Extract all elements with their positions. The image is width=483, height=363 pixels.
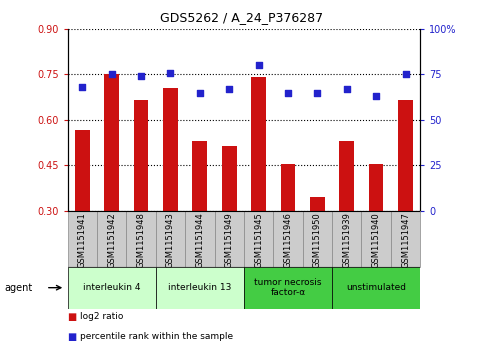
Text: log2 ratio: log2 ratio xyxy=(80,312,123,321)
Bar xyxy=(340,141,354,211)
Bar xyxy=(104,74,119,211)
Point xyxy=(402,72,410,77)
Bar xyxy=(163,88,178,211)
Point xyxy=(78,84,86,90)
Text: GSM1151950: GSM1151950 xyxy=(313,212,322,268)
Point xyxy=(226,86,233,92)
Point xyxy=(372,93,380,99)
Point xyxy=(343,86,351,92)
Point xyxy=(137,73,145,79)
Bar xyxy=(391,211,420,267)
Bar xyxy=(68,267,156,309)
Bar xyxy=(332,267,420,309)
Bar xyxy=(244,211,273,267)
Bar xyxy=(193,141,207,211)
Bar xyxy=(310,197,325,211)
Bar xyxy=(222,146,237,211)
Text: unstimulated: unstimulated xyxy=(346,283,406,292)
Bar xyxy=(156,211,185,267)
Text: GSM1151949: GSM1151949 xyxy=(225,212,234,268)
Point xyxy=(108,72,115,77)
Point xyxy=(255,62,262,68)
Text: agent: agent xyxy=(5,283,33,293)
Bar xyxy=(398,100,413,211)
Text: GSM1151945: GSM1151945 xyxy=(254,212,263,268)
Text: percentile rank within the sample: percentile rank within the sample xyxy=(80,332,233,341)
Bar xyxy=(244,267,332,309)
Bar xyxy=(361,211,391,267)
Text: tumor necrosis
factor-α: tumor necrosis factor-α xyxy=(254,278,322,297)
Point xyxy=(313,90,321,95)
Text: ■: ■ xyxy=(68,312,80,322)
Bar xyxy=(127,211,156,267)
Text: GSM1151943: GSM1151943 xyxy=(166,212,175,268)
Bar xyxy=(251,77,266,211)
Text: GSM1151947: GSM1151947 xyxy=(401,212,410,268)
Bar xyxy=(75,130,90,211)
Text: GSM1151944: GSM1151944 xyxy=(195,212,204,268)
Bar xyxy=(156,267,244,309)
Text: GSM1151941: GSM1151941 xyxy=(78,212,87,268)
Point xyxy=(196,90,204,95)
Bar xyxy=(273,211,303,267)
Bar xyxy=(214,211,244,267)
Text: interleukin 4: interleukin 4 xyxy=(83,283,141,292)
Point xyxy=(167,70,174,76)
Text: GSM1151940: GSM1151940 xyxy=(371,212,381,268)
Text: GSM1151946: GSM1151946 xyxy=(284,212,293,268)
Bar xyxy=(134,100,148,211)
Bar xyxy=(281,164,295,211)
Text: GSM1151948: GSM1151948 xyxy=(137,212,145,268)
Bar xyxy=(369,164,384,211)
Text: ■: ■ xyxy=(68,332,80,342)
Text: GDS5262 / A_24_P376287: GDS5262 / A_24_P376287 xyxy=(160,11,323,24)
Bar xyxy=(97,211,127,267)
Text: GSM1151942: GSM1151942 xyxy=(107,212,116,268)
Text: interleukin 13: interleukin 13 xyxy=(168,283,231,292)
Text: GSM1151939: GSM1151939 xyxy=(342,212,351,268)
Bar xyxy=(68,211,97,267)
Bar xyxy=(332,211,361,267)
Bar xyxy=(303,211,332,267)
Bar xyxy=(185,211,214,267)
Point xyxy=(284,90,292,95)
